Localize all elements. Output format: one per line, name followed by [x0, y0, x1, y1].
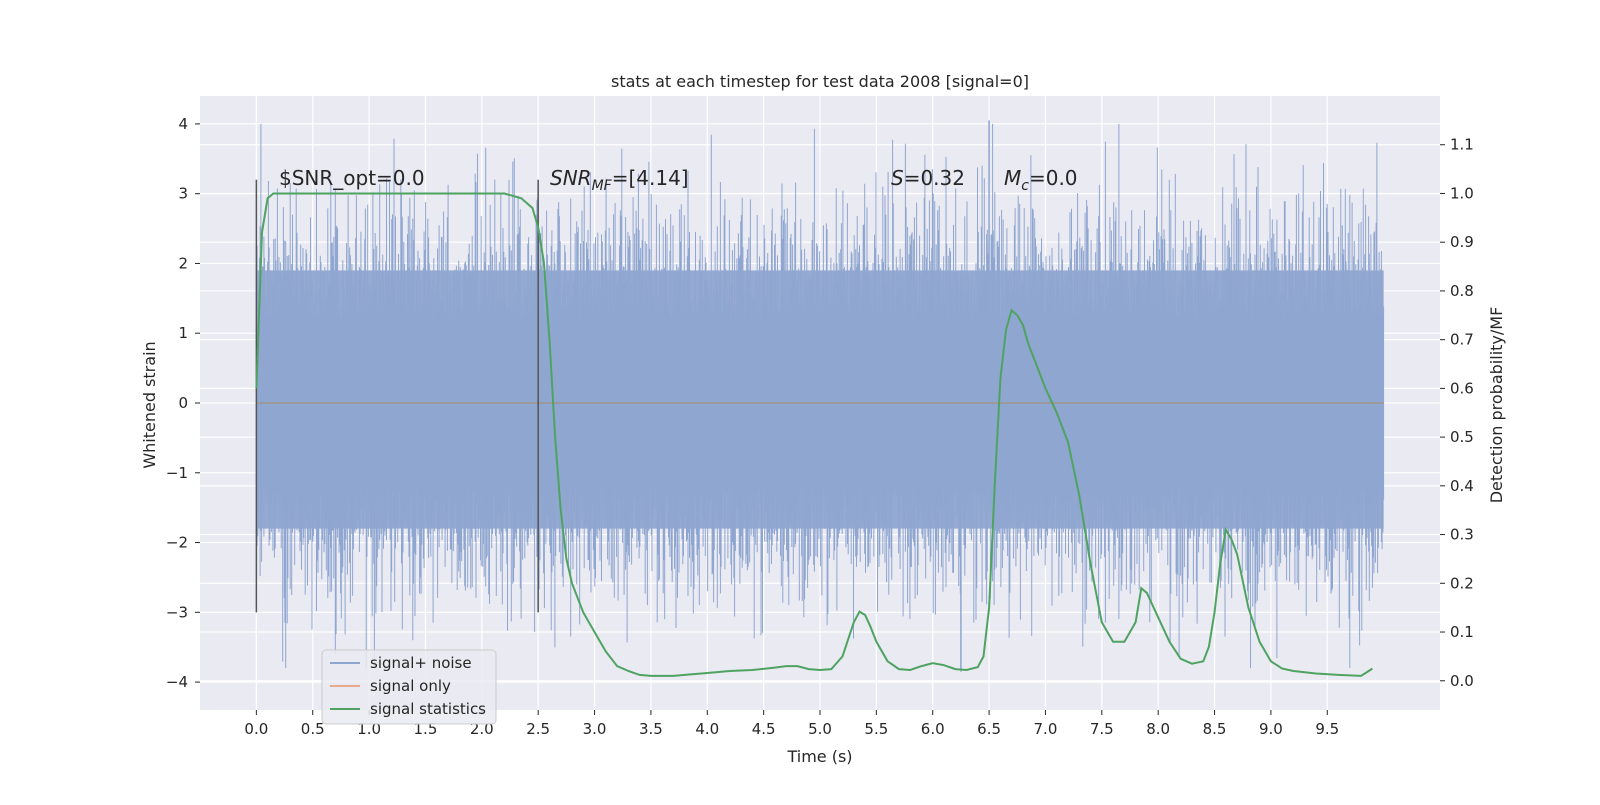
x-tick-label: 8.0 — [1146, 720, 1170, 738]
legend-label-noise: signal+ noise — [370, 654, 472, 672]
x-tick-label: 4.0 — [695, 720, 719, 738]
y2-tick-label: 0.1 — [1450, 623, 1474, 641]
y-tick-label: 0 — [178, 394, 188, 412]
annotation-mc: Mc=0.0 — [1004, 166, 1078, 194]
annotation-s-value: =0.32 — [904, 166, 965, 190]
signal-statistics-layer — [255, 192, 1373, 677]
annotation-s: S=0.32 — [891, 166, 965, 190]
legend-label-signal-only: signal only — [370, 677, 451, 695]
annotation-snr-mf-value: =[4.14] — [612, 166, 689, 190]
noise-series-layer — [255, 120, 1385, 672]
x-tick-label: 9.0 — [1259, 720, 1283, 738]
x-tick-label: 3.5 — [639, 720, 663, 738]
annotation-s-symbol: S — [891, 166, 904, 190]
y-tick-label: 4 — [178, 115, 188, 133]
y-tick-label: 3 — [178, 185, 188, 203]
x-tick-label: 5.0 — [808, 720, 832, 738]
x-tick-label: 0.0 — [244, 720, 268, 738]
chart-title: stats at each timestep for test data 200… — [611, 72, 1029, 91]
x-tick-label: 4.5 — [752, 720, 776, 738]
y2-tick-label: 0.4 — [1450, 477, 1474, 495]
legend: signal+ noise signal only signal statist… — [321, 649, 497, 725]
y-tick-label: 2 — [178, 254, 188, 272]
annotation-snr-opt: $SNR_opt=0.0 — [279, 166, 425, 190]
x-tick-label: 2.5 — [526, 720, 550, 738]
x-tick-label: 6.0 — [921, 720, 945, 738]
y2-tick-label: 0.0 — [1450, 672, 1474, 690]
legend-box — [321, 649, 497, 725]
x-tick-label: 5.5 — [864, 720, 888, 738]
signal-statistics-line — [255, 192, 1373, 677]
y2-axis-label: Detection probability/MF — [1487, 307, 1506, 504]
y-tick-label: −2 — [166, 534, 188, 552]
y2-tick-label: 1.1 — [1450, 136, 1474, 154]
y-tick-label: −3 — [166, 603, 188, 621]
annotation-snr-mf: SNRMF=[4.14] — [550, 166, 689, 194]
x-tick-label: 9.5 — [1315, 720, 1339, 738]
x-tick-label: 6.5 — [977, 720, 1001, 738]
annotation-snr-mf-base: SNR — [550, 166, 592, 190]
annotation-mc-sub: c — [1021, 178, 1029, 194]
x-tick-label: 8.5 — [1203, 720, 1227, 738]
y2-tick-label: 0.8 — [1450, 282, 1474, 300]
y-tick-label: −4 — [166, 673, 188, 691]
tick-layer: 0.0 0.5 1.0 1.5 2.0 2.5 3.0 3.5 4.0 4.5 5.0 5.5 6.0 6… — [166, 115, 1474, 738]
annotation-mc-base: M — [1004, 166, 1021, 190]
x-axis-label: Time (s) — [786, 747, 852, 766]
y2-tick-label: 0.6 — [1450, 379, 1474, 397]
y-tick-label: −1 — [166, 464, 188, 482]
x-tick-label: 0.5 — [301, 720, 325, 738]
y2-tick-label: 0.2 — [1450, 574, 1474, 592]
y-axis-label: Whitened strain — [140, 341, 159, 468]
y2-tick-label: 1.0 — [1450, 184, 1474, 202]
x-tick-label: 3.0 — [583, 720, 607, 738]
legend-label-statistics: signal statistics — [370, 700, 486, 718]
y2-tick-label: 0.7 — [1450, 331, 1474, 349]
y-tick-label: 1 — [178, 324, 188, 342]
y2-tick-label: 0.3 — [1450, 526, 1474, 544]
x-tick-label: 7.5 — [1090, 720, 1114, 738]
y2-tick-label: 0.9 — [1450, 233, 1474, 251]
x-tick-label: 7.0 — [1034, 720, 1058, 738]
annotation-mc-value: =0.0 — [1029, 166, 1078, 190]
annotation-snr-mf-sub: MF — [592, 178, 613, 194]
y2-tick-label: 0.5 — [1450, 428, 1474, 446]
vline-layer — [255, 179, 539, 613]
